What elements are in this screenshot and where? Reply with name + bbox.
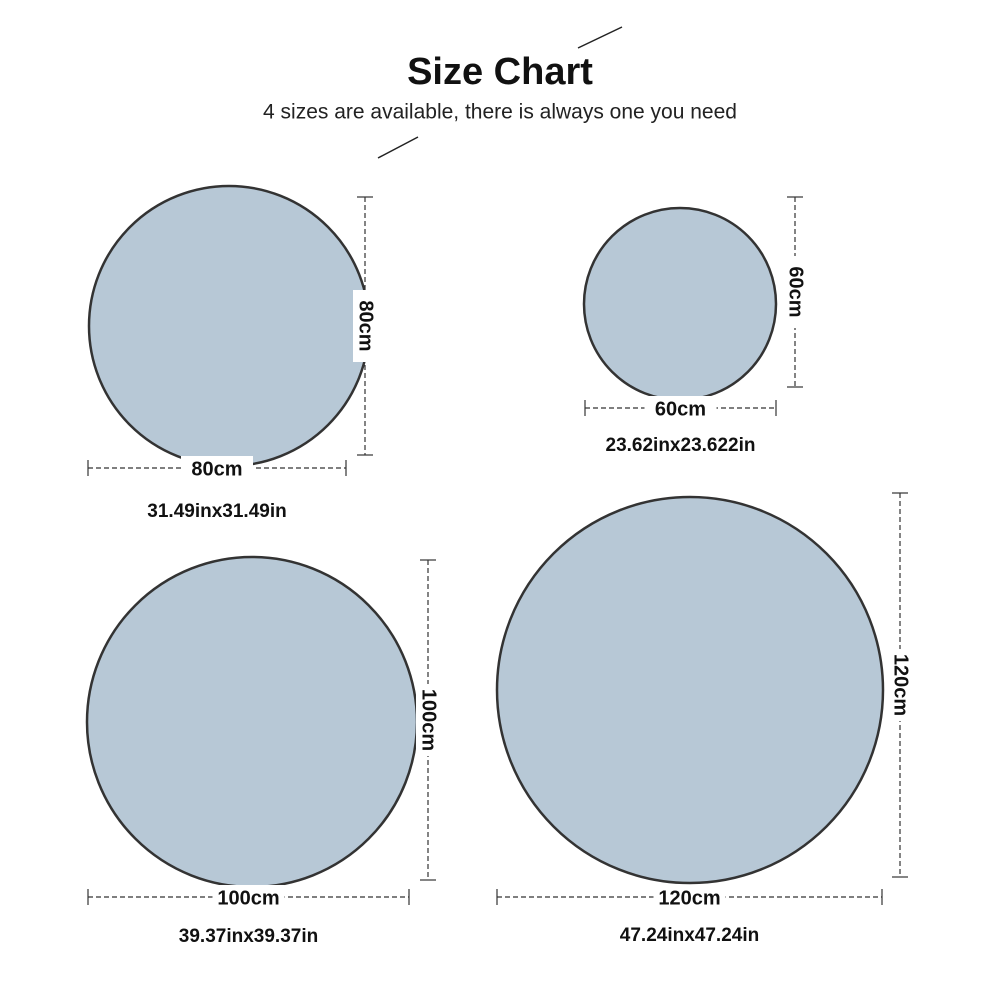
rug-base [87, 557, 417, 887]
label-bg [888, 649, 912, 721]
rug-base [584, 208, 776, 400]
height-label: 60cm [785, 266, 807, 317]
label-bg [783, 256, 807, 328]
width-label: 100cm [217, 887, 279, 909]
label-bg [181, 456, 253, 480]
label-bg [653, 885, 726, 909]
rug: Spacedreamcosmic [495, 495, 885, 885]
label-bg [416, 684, 440, 756]
inch-label: 31.49inx31.49in [147, 501, 286, 522]
width-label: 120cm [658, 887, 720, 909]
label-bg [353, 290, 377, 362]
label-bg [212, 885, 285, 909]
rug-base [89, 186, 369, 466]
rug-outline [495, 495, 885, 885]
inch-label: 23.62inx23.622in [606, 435, 756, 456]
decor-line [377, 136, 419, 159]
height-label: 120cm [890, 654, 912, 716]
inch-label: 39.37inx39.37in [179, 926, 318, 947]
rug: Spacedreamcosmic [87, 184, 371, 468]
subtitle: 4 sizes are available, there is always o… [263, 101, 737, 124]
rug: Spacedreamcosmic [85, 555, 419, 889]
rug-base [497, 497, 883, 883]
rug: Spacedreamcosmic [582, 206, 778, 402]
title: Size Chart [407, 51, 593, 93]
height-label: 80cm [355, 300, 377, 351]
height-label: 100cm [418, 689, 440, 751]
decor-line [577, 26, 623, 49]
inch-label: 47.24inx47.24in [620, 925, 759, 946]
width-label: 60cm [655, 398, 706, 420]
label-bg [644, 396, 717, 420]
width-label: 80cm [191, 458, 242, 480]
